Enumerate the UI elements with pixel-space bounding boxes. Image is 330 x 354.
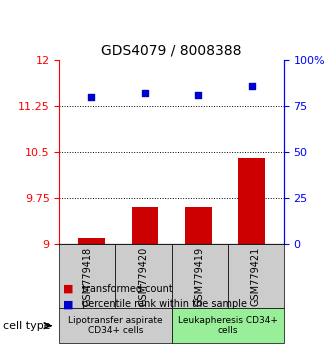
Bar (185, 207, 212, 244)
Text: Lipotransfer aspirate
CD34+ cells: Lipotransfer aspirate CD34+ cells (68, 316, 163, 335)
Point (196, 92, 201, 98)
Text: transformed count: transformed count (82, 284, 173, 293)
Text: GSM779419: GSM779419 (195, 246, 205, 306)
Text: cell type: cell type (3, 321, 51, 331)
Bar (78, 238, 105, 244)
Point (89, 94, 94, 100)
Text: Leukapheresis CD34+
cells: Leukapheresis CD34+ cells (178, 316, 278, 335)
Text: GSM779421: GSM779421 (251, 246, 261, 306)
Text: GSM779420: GSM779420 (139, 246, 148, 306)
Text: ■: ■ (63, 299, 73, 309)
Text: GSM779418: GSM779418 (82, 246, 92, 306)
Text: percentile rank within the sample: percentile rank within the sample (82, 299, 248, 309)
Text: ■: ■ (63, 284, 73, 293)
Title: GDS4079 / 8008388: GDS4079 / 8008388 (101, 44, 242, 58)
Point (142, 91, 148, 96)
Bar (238, 158, 265, 244)
Point (249, 83, 254, 89)
Bar (132, 207, 158, 244)
